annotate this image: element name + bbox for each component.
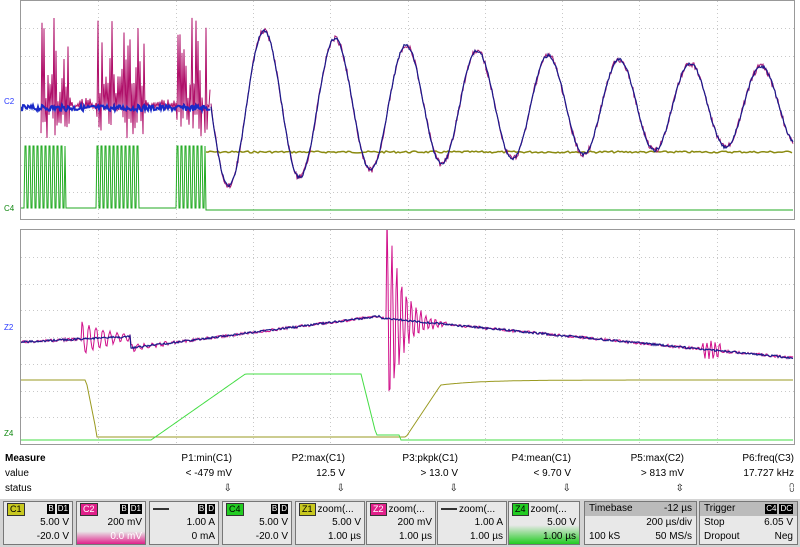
param-value: < 9.70 V xyxy=(533,468,571,479)
scope-display: C2 C4 Z2 Z4 xyxy=(4,0,795,445)
timebase-samples: 100 kS xyxy=(589,531,621,542)
zoom-scale: 5.00 V xyxy=(332,517,361,528)
timebase-delay: -12 µs xyxy=(664,503,692,514)
zoom-name: zoom(... xyxy=(317,503,354,515)
zoom-tile-z4[interactable]: Z4 zoom(... 5.00 V 1.00 µs xyxy=(508,501,580,545)
channel-offset: 0 mA xyxy=(191,531,215,542)
z4-marker-label: Z4 xyxy=(4,429,14,438)
channel-tag: C2 xyxy=(80,502,98,516)
zoom-tag xyxy=(441,508,457,510)
trigger-level: 6.05 V xyxy=(764,517,793,528)
main-grid[interactable] xyxy=(20,0,795,220)
param-value: < -479 mV xyxy=(185,468,232,479)
zoom-waveform-area xyxy=(21,230,794,444)
status-row-label: status xyxy=(5,483,32,494)
trigger-type: Dropout xyxy=(704,531,740,542)
channel-tile-c1[interactable]: C1 B D1 5.00 V -20.0 V xyxy=(3,501,73,545)
param-value: 12.5 V xyxy=(316,468,345,479)
trigger-source: C4 xyxy=(765,504,778,514)
channel-offset: -20.0 V xyxy=(36,531,69,542)
flag-b: B xyxy=(270,504,279,514)
zoom-tag: Z2 xyxy=(370,502,387,516)
param-name[interactable]: P5:max(C2) xyxy=(630,453,684,464)
param-name[interactable]: P4:mean(C1) xyxy=(511,453,571,464)
timebase-label: Timebase xyxy=(589,503,633,514)
channel-tag xyxy=(153,508,169,510)
zoom-name: zoom(... xyxy=(530,503,567,515)
c4-waveform xyxy=(21,145,793,211)
param-name[interactable]: P6:freq(C3) xyxy=(742,453,794,464)
z3-waveform xyxy=(21,314,794,360)
zoom-tag: Z1 xyxy=(299,502,316,516)
zoom-scale: 200 mV xyxy=(397,517,432,528)
value-row-label: value xyxy=(5,468,29,479)
channel-scale: 5.00 V xyxy=(259,517,288,528)
channel-scale: 1.00 A xyxy=(186,517,215,528)
z1-waveform xyxy=(21,379,793,438)
flag-b: B xyxy=(197,504,206,514)
zoom-tile-z2[interactable]: Z2 zoom(... 200 mV 1.00 µs xyxy=(366,501,436,545)
c2-waveform xyxy=(40,17,211,139)
c2-marker-label: C2 xyxy=(4,97,15,106)
flag-d: D1 xyxy=(129,504,142,514)
zoom-time: 1.00 µs xyxy=(469,531,503,542)
param-value: > 813 mV xyxy=(640,468,684,479)
param-status: ⇩ xyxy=(562,483,571,494)
channel-tile-c2[interactable]: C2 B D1 200 mV 0.0 mV xyxy=(76,501,146,545)
zoom-tile-z1[interactable]: Z1 zoom(... 5.00 V 1.00 µs xyxy=(295,501,365,545)
channel-scale: 200 mV xyxy=(107,517,142,528)
param-status: ⇩ xyxy=(336,483,345,494)
trigger-panel[interactable]: Trigger C4 DC Stop 6.05 V Dropout Neg xyxy=(699,501,798,545)
flag-b: B xyxy=(120,504,128,514)
flag-b: B xyxy=(47,504,55,514)
zoom-time: 1.00 µs xyxy=(398,531,432,542)
channel-scale: 5.00 V xyxy=(40,517,69,528)
channel-bar: C1 B D1 5.00 V -20.0 V C2 B D1 200 mV 0.0 mV… xyxy=(0,499,800,547)
channel-offset: -20.0 V xyxy=(255,531,288,542)
param-value: > 13.0 V xyxy=(420,468,458,479)
zoom-name: zoom(... xyxy=(388,503,425,515)
z4-waveform xyxy=(21,373,793,441)
c1-waveform xyxy=(205,150,793,154)
zoom-time: 1.00 µs xyxy=(542,531,576,542)
trigger-mode: Stop xyxy=(704,517,725,528)
param-name[interactable]: P1:min(C1) xyxy=(181,453,232,464)
zoom-name: zoom(... xyxy=(459,503,496,515)
param-status: ⇳ xyxy=(675,483,684,494)
measure-heading: Measure xyxy=(5,453,46,464)
trigger-coupling: DC xyxy=(779,504,793,514)
flag-d: D xyxy=(280,504,288,514)
param-name[interactable]: P3:pkpk(C1) xyxy=(402,453,458,464)
trigger-label: Trigger xyxy=(704,503,736,514)
channel-offset: 0.0 mV xyxy=(110,531,142,542)
channel-tile-c4[interactable]: C4 B D 5.00 V -20.0 V xyxy=(222,501,292,545)
trigger-slope: Neg xyxy=(774,531,793,542)
c3-waveform xyxy=(21,101,211,115)
c2-oscillation xyxy=(210,27,794,189)
zoom-tag: Z4 xyxy=(512,502,529,516)
param-value: 17.727 kHz xyxy=(743,468,794,479)
timebase-rate: 50 MS/s xyxy=(655,531,692,542)
timebase-panel[interactable]: Timebase -12 µs 200 µs/div 100 kS 50 MS/s xyxy=(584,501,697,545)
c4-marker-label: C4 xyxy=(4,204,15,213)
channel-tag: C4 xyxy=(226,502,244,516)
channel-tag: C1 xyxy=(7,502,25,516)
c3-oscillation xyxy=(210,28,794,188)
param-status: ⇩ xyxy=(449,483,458,494)
measure-table: Measure value status P1:min(C1) < -479 m… xyxy=(0,450,800,498)
timebase-per-div: 200 µs/div xyxy=(646,517,692,528)
zoom-tile-z3[interactable]: zoom(... 1.00 A 1.00 µs xyxy=(437,501,507,545)
zoom-time: 1.00 µs xyxy=(327,531,361,542)
flag-d: D xyxy=(207,504,215,514)
zoom-grid[interactable] xyxy=(20,229,795,445)
param-status: ⩇ xyxy=(789,483,794,494)
main-waveform-area xyxy=(21,1,794,219)
z2-marker-label: Z2 xyxy=(4,323,14,332)
param-name[interactable]: P2:max(C1) xyxy=(291,453,345,464)
param-status: ⇩ xyxy=(223,483,232,494)
zoom-scale: 5.00 V xyxy=(547,517,576,528)
flag-d: D1 xyxy=(56,504,69,514)
zoom-scale: 1.00 A xyxy=(474,517,503,528)
